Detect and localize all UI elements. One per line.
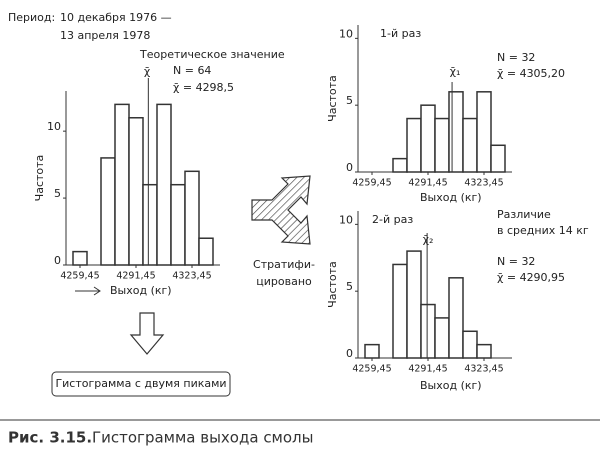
y-tick-label: 0 [346, 347, 353, 360]
bar [406, 250, 422, 359]
bar [448, 277, 464, 359]
mean-label: χ̄ = 4290,95 [497, 271, 565, 284]
y-axis-label: Частота [33, 155, 46, 202]
bar [364, 343, 380, 359]
bar [72, 250, 88, 266]
x-tick-label: 4259,45 [352, 364, 391, 375]
mean-symbol: χ̄₁ [450, 65, 461, 78]
note: в средних 14 кг [497, 224, 589, 237]
mean-symbol: χ̄₂ [423, 233, 434, 246]
bar [462, 330, 478, 359]
bar [462, 117, 478, 173]
x-tick-label: 4291,45 [408, 364, 447, 375]
caption-text: Гистограмма выхода смолы [92, 429, 313, 447]
y-axis-label: Частота [326, 75, 339, 122]
bar [392, 263, 408, 359]
bar [392, 157, 408, 173]
bar [490, 144, 506, 173]
bar [114, 103, 130, 266]
x-axis-label: Выход (кг) [420, 191, 482, 204]
stratify-text: Стратифи- [253, 258, 315, 271]
x-tick-label: 4323,45 [464, 364, 503, 375]
result-box [51, 371, 231, 397]
y-tick-label: 5 [346, 280, 353, 293]
x-axis-label: Выход (кг) [420, 379, 482, 392]
bar [434, 117, 450, 173]
bar [476, 91, 492, 173]
x-tick-label: 4259,45 [60, 271, 99, 282]
result-text: Гистограмма с двумя пиками [55, 377, 226, 390]
y-tick-label: 10 [47, 120, 61, 133]
y-tick-label: 0 [346, 161, 353, 174]
n-label: N = 32 [497, 51, 535, 64]
bar [406, 117, 422, 173]
bar [156, 103, 172, 266]
caption-label: Рис. 3.15. [8, 429, 92, 447]
y-tick-label: 0 [54, 254, 61, 267]
mean-label: χ̄ = 4298,5 [173, 81, 234, 94]
note: Различие [497, 208, 551, 221]
down-arrow [129, 312, 165, 355]
bar [448, 91, 464, 173]
period-line: 10 декабря 1976 — [60, 11, 172, 24]
bar [184, 170, 200, 266]
mean-symbol: χ̄ [144, 65, 151, 78]
chart-title: 1-й раз [380, 27, 421, 40]
y-tick-label: 10 [339, 213, 353, 226]
x-tick-label: 4291,45 [408, 178, 447, 189]
note: Теоретическое значение [139, 48, 285, 61]
y-axis-label: Частота [326, 261, 339, 308]
y-tick-label: 5 [346, 94, 353, 107]
bar [434, 317, 450, 359]
period-line: 13 апреля 1978 [60, 29, 150, 42]
n-label: N = 64 [173, 64, 211, 77]
x-tick-label: 4259,45 [352, 178, 391, 189]
bar [128, 117, 144, 266]
bar [100, 157, 116, 266]
period-label: Период: [8, 11, 55, 24]
bar [476, 343, 492, 359]
bar [142, 183, 158, 266]
x-arrow [75, 286, 101, 296]
bar [420, 104, 436, 173]
x-axis-label: Выход (кг) [110, 284, 172, 297]
bar [170, 183, 186, 266]
bar [198, 237, 214, 266]
x-tick-label: 4323,45 [172, 271, 211, 282]
stratify-text: цировано [256, 275, 312, 288]
stratify-arrow [251, 175, 311, 245]
y-tick-label: 5 [54, 187, 61, 200]
x-tick-label: 4291,45 [116, 271, 155, 282]
n-label: N = 32 [497, 255, 535, 268]
chart-title: 2-й раз [372, 213, 413, 226]
bar [420, 303, 436, 359]
y-tick-label: 10 [339, 27, 353, 40]
x-tick-label: 4323,45 [464, 178, 503, 189]
mean-label: χ̄ = 4305,20 [497, 67, 565, 80]
